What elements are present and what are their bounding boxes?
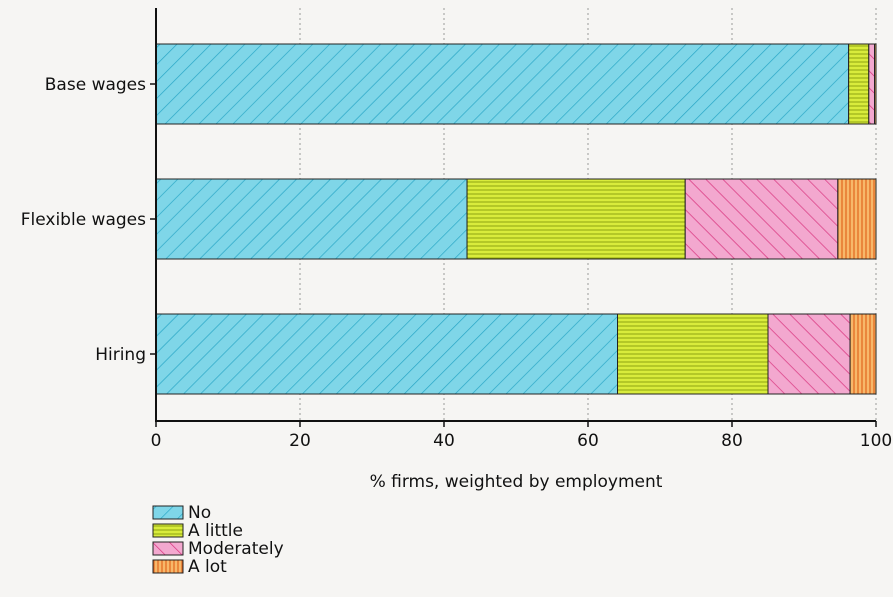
bar-hiring-no	[155, 313, 619, 395]
x-tick-label-60: 60	[577, 431, 599, 451]
category-labels: Base wages Flexible wages Hiring	[21, 75, 156, 365]
bar-base-wages-no	[155, 43, 850, 125]
x-tick-label-100: 100	[860, 431, 892, 451]
category-label-hiring: Hiring	[95, 345, 146, 365]
legend-label-a-lot: A lot	[188, 557, 227, 577]
x-tick-label-40: 40	[433, 431, 455, 451]
bar-hiring-moderately	[767, 313, 851, 395]
legend-swatch-a-lot	[152, 559, 184, 574]
bar-flexible-wages-a-little	[466, 178, 686, 260]
legend-label-moderately: Moderately	[188, 539, 284, 559]
bar-hiring-a-little	[617, 313, 769, 395]
bar-base-wages-moderately	[868, 43, 876, 125]
bar-base-wages-a-little	[848, 43, 870, 125]
axes	[155, 8, 876, 422]
category-label-base-wages: Base wages	[45, 75, 146, 95]
legend-swatch-moderately	[152, 541, 184, 556]
legend-swatch-a-little	[152, 523, 184, 538]
legend-label-a-little: A little	[188, 521, 243, 541]
category-label-flexible-wages: Flexible wages	[21, 210, 146, 230]
bar-flexible-wages-no	[155, 178, 468, 260]
x-tick-label-20: 20	[289, 431, 311, 451]
bars	[155, 43, 877, 395]
x-tick-label-0: 0	[151, 431, 162, 451]
legend-label-no: No	[188, 503, 211, 523]
x-tick-label-80: 80	[721, 431, 743, 451]
bar-flexible-wages-a-lot	[837, 178, 877, 260]
bar-flexible-wages-moderately	[684, 178, 839, 260]
legend-swatch-no	[152, 505, 184, 520]
bar-hiring-a-lot	[849, 313, 877, 395]
x-tick-labels: 0 20 40 60 80 100	[151, 421, 892, 451]
bar-base-wages-a-lot	[874, 43, 877, 125]
x-axis-title: % firms, weighted by employment	[370, 472, 663, 492]
